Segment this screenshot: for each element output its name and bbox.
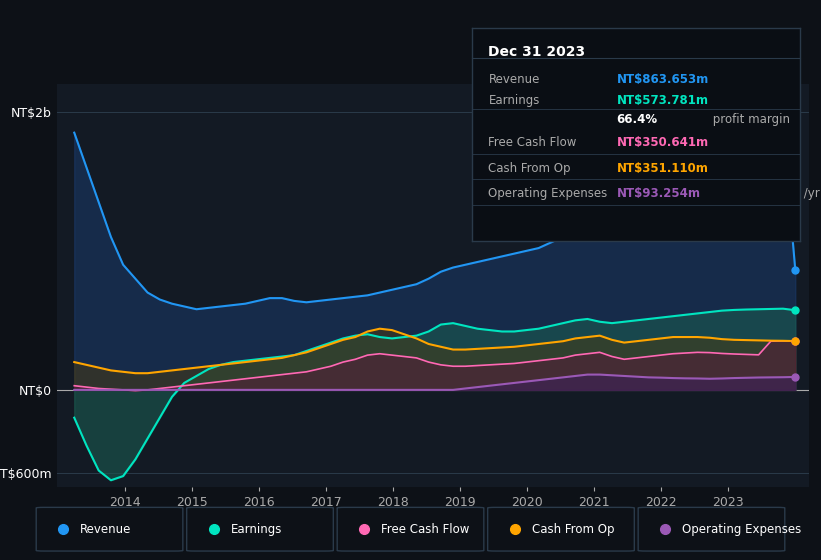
Text: NT$93.254m: NT$93.254m [617,188,700,200]
Text: Cash From Op: Cash From Op [488,162,571,175]
Text: 66.4%: 66.4% [617,113,658,126]
Text: NT$350.641m: NT$350.641m [617,137,709,150]
Text: Dec 31 2023: Dec 31 2023 [488,45,585,59]
Text: Free Cash Flow: Free Cash Flow [381,522,470,536]
Text: /yr: /yr [819,162,821,175]
Text: Operating Expenses: Operating Expenses [682,522,801,536]
Text: Free Cash Flow: Free Cash Flow [488,137,577,150]
Text: /yr: /yr [819,73,821,86]
Text: /yr: /yr [819,94,821,107]
Text: Earnings: Earnings [231,522,282,536]
Text: Operating Expenses: Operating Expenses [488,188,608,200]
Text: NT$351.110m: NT$351.110m [617,162,709,175]
Text: Earnings: Earnings [488,94,540,107]
Text: Cash From Op: Cash From Op [532,522,614,536]
Text: /yr: /yr [819,137,821,150]
Text: Revenue: Revenue [80,522,131,536]
Text: /yr: /yr [800,188,820,200]
Text: profit margin: profit margin [709,113,790,126]
Text: NT$863.653m: NT$863.653m [617,73,709,86]
Text: Revenue: Revenue [488,73,540,86]
Text: NT$573.781m: NT$573.781m [617,94,709,107]
